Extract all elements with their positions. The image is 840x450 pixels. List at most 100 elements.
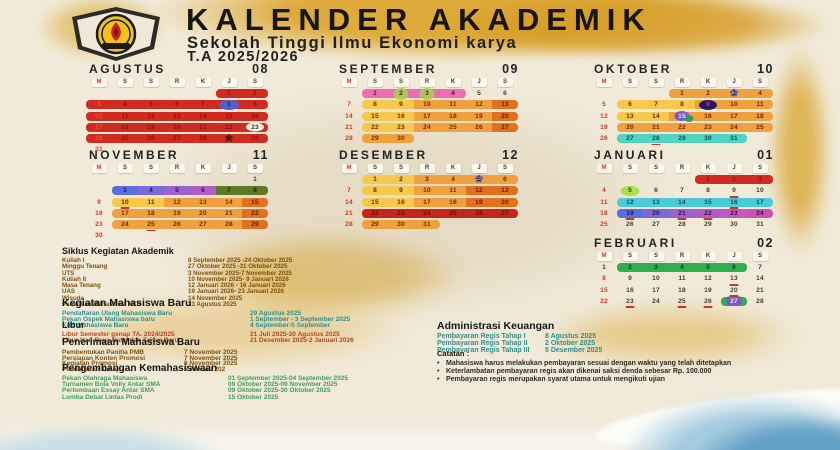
day-number: 5 [477, 176, 481, 184]
weekday-chip: J [721, 77, 747, 87]
day-cell: 11 [591, 198, 617, 207]
day-number: 20 [652, 209, 660, 217]
day-cell: 19 [591, 123, 617, 132]
day-cell: 6 [643, 186, 669, 195]
weekday-chip: K [695, 251, 721, 261]
day-cell: 7 [336, 100, 362, 109]
water-wave-left [0, 424, 230, 450]
month-card-februari: FEBRUARI 02 M S S R K J S 1 2 3 4 5 6 7 8 9 10 11 12 13 14 15 16… [591, 236, 777, 322]
month-number: 02 [757, 236, 774, 250]
green-blob-icon [419, 87, 435, 100]
bullet-icon: • [437, 368, 440, 375]
day-number: 24 [95, 134, 103, 142]
day-cell: 17 [112, 208, 138, 218]
week-row: 10 11 12 13 14 15 16 [86, 111, 272, 121]
month-title: AGUSTUS [89, 62, 166, 76]
day-number: 13 [501, 187, 509, 195]
day-cell: 4 [112, 100, 138, 110]
day-cell: 13 [492, 186, 518, 196]
day-number: 17 [652, 286, 660, 294]
weekday-chip: S [492, 77, 518, 87]
event-label: Libur Semester genap TA. 2024/2025 [62, 331, 175, 338]
weekday-letter: S [117, 77, 133, 87]
weekday-chip: R [414, 77, 440, 87]
weekday-chip: R [669, 163, 695, 173]
weekday-letter: J [221, 77, 237, 87]
day-number: 10 [652, 275, 660, 283]
day-cell: 23 [617, 297, 643, 308]
page-subtitle: Sekolah Tinggi Ilmu Ekonomi karya [187, 34, 518, 52]
day-cell: 28 [336, 134, 362, 143]
weekday-letter: S [648, 251, 664, 261]
day-cell: 12 [695, 274, 721, 283]
week-row: 19 20 21 22 23 24 25 [591, 122, 777, 132]
month-card-november: NOVEMBER 11 M S S R K J S 1 3 4 5 6 7 8 9 10 11 12 13 14 15 16 1… [86, 148, 272, 239]
day-number: 22 [678, 123, 686, 131]
day-cell: 12 [591, 112, 617, 121]
day-number: 10 [95, 112, 103, 120]
day-number: 25 [121, 134, 129, 142]
day-cell: ★ 29 [216, 132, 242, 144]
week-row: 5 6 7 8 9 10 11 [591, 99, 777, 110]
day-number: 16 [397, 112, 405, 120]
weekday-letter: S [622, 77, 638, 87]
day-cell: 15 [591, 286, 617, 295]
day-number: 10 [423, 187, 431, 195]
day-cell: 11 [440, 186, 466, 196]
event-row: Pekan Olahraga Mahasiswa 01 September 202… [62, 375, 348, 382]
event-date: 21 Juli 2025-30 Agustus 2025 [250, 331, 340, 338]
day-cell: 14 [336, 112, 362, 121]
day-number: 8 [227, 101, 231, 109]
day-number: 18 [600, 209, 608, 217]
day-number: 12 [626, 198, 634, 206]
day-number: 1 [602, 264, 606, 272]
day-number: 7 [227, 187, 231, 195]
day-number: 29 [704, 220, 712, 228]
event-date: 27 Oktober 2025 -31 Oktober 2025 [188, 263, 288, 271]
day-number: 21 [345, 123, 353, 131]
event-row: Wisuda 14 November 2025 [62, 295, 242, 302]
day-number: 8 [373, 101, 377, 109]
weekday-chip: S [242, 163, 268, 173]
weekday-letter: M [596, 77, 612, 87]
weekday-letter: S [752, 163, 768, 173]
week-row: 1 2 3 4 5 6 7 [591, 263, 777, 273]
day-cell: 26 [466, 122, 492, 132]
weekday-letter: M [341, 163, 357, 173]
day-number: 1 [227, 90, 231, 98]
event-underline [729, 284, 739, 286]
event-date: 01 September 2025-04 September 2025 [228, 375, 348, 382]
week-row: 28 29 30 31 [336, 219, 522, 229]
day-cell: 21 [669, 208, 695, 220]
day-cell: 31 [721, 133, 747, 143]
day-number: 7 [201, 101, 205, 109]
day-cell: 22 [216, 122, 242, 132]
day-number: 3 [97, 101, 101, 109]
week-row: 1 2 3 4 5 6 [336, 87, 522, 100]
day-cell: 8 [669, 100, 695, 110]
day-number: 2 [399, 176, 403, 184]
day-cell: 23 [388, 122, 414, 132]
day-number: 24 [423, 209, 431, 217]
day-number: 14 [756, 275, 764, 283]
day-number: 13 [730, 275, 738, 283]
day-cell: 18 [591, 209, 617, 218]
day-cell: 8 [362, 186, 388, 196]
weekday-chip: M [591, 163, 617, 173]
day-cell: 16 [86, 209, 112, 218]
day-cell: 23 [721, 208, 747, 218]
event-date: 29 Agustus 2025 [250, 310, 302, 317]
bullet-icon: • [437, 360, 440, 367]
event-date: 14 November 2025 [188, 294, 243, 302]
day-cell: 25 [747, 122, 773, 132]
day-cell [242, 231, 268, 240]
day-number: 29 [225, 134, 233, 142]
day-cell: 4 [591, 186, 617, 195]
day-number: 17 [121, 209, 129, 217]
day-number: 28 [199, 134, 207, 142]
day-cell: 13 [721, 274, 747, 286]
day-cell: 14 [747, 274, 773, 283]
day-number: 4 [602, 187, 606, 195]
day-cell: 21 [190, 122, 216, 132]
day-cell: 7 [190, 100, 216, 110]
